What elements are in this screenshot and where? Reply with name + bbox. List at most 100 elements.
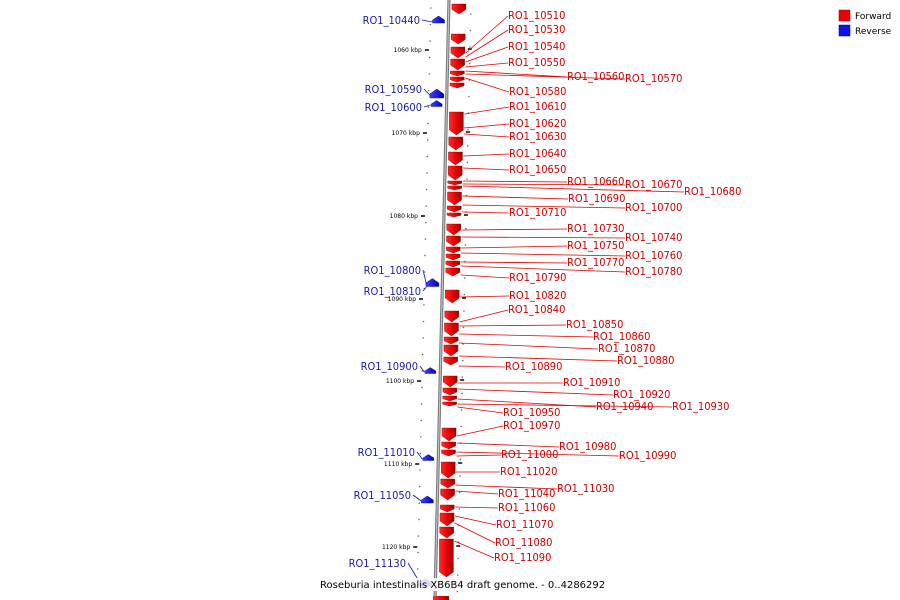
forward-gene-label[interactable]: RO1_10950: [503, 406, 560, 419]
forward-gene-label[interactable]: RO1_10820: [509, 289, 566, 302]
forward-gene-label[interactable]: RO1_10690: [568, 192, 625, 205]
forward-gene-label[interactable]: RO1_11070: [496, 518, 553, 531]
forward-gene-feature[interactable]: [443, 375, 458, 388]
forward-gene-label[interactable]: RO1_10850: [566, 318, 623, 331]
forward-gene-feature[interactable]: [442, 387, 458, 396]
forward-gene-label[interactable]: RO1_10880: [617, 354, 674, 367]
forward-gene-feature[interactable]: [450, 76, 465, 83]
forward-gene-feature[interactable]: [443, 356, 458, 366]
forward-gene-feature[interactable]: [449, 82, 465, 89]
forward-gene-feature[interactable]: [447, 165, 463, 181]
reverse-gene-label[interactable]: RO1_10800: [364, 264, 421, 277]
reverse-gene-label[interactable]: RO1_11050: [354, 489, 411, 502]
forward-gene-label[interactable]: RO1_10700: [625, 201, 682, 214]
forward-gene-feature[interactable]: [451, 3, 467, 15]
forward-gene-label[interactable]: RO1_10910: [563, 376, 620, 389]
forward-gene-label[interactable]: RO1_11030: [557, 482, 614, 495]
forward-gene-feature[interactable]: [446, 235, 461, 247]
forward-gene-feature[interactable]: [450, 46, 466, 59]
forward-gene-label[interactable]: RO1_10780: [625, 265, 682, 278]
forward-gene-label[interactable]: RO1_10860: [593, 330, 650, 343]
forward-gene-feature[interactable]: [440, 478, 456, 489]
forward-gene-feature[interactable]: [449, 111, 464, 136]
forward-gene-feature[interactable]: [445, 267, 460, 277]
forward-gene-label[interactable]: RO1_10790: [509, 271, 566, 284]
forward-gene-label[interactable]: RO1_10990: [619, 449, 676, 462]
forward-gene-feature[interactable]: [450, 58, 465, 71]
forward-gene-label[interactable]: RO1_10640: [509, 147, 566, 160]
forward-gene-feature[interactable]: [445, 253, 461, 261]
forward-gene-feature[interactable]: [446, 205, 462, 213]
forward-gene-label[interactable]: RO1_10740: [625, 231, 682, 244]
forward-gene-feature[interactable]: [448, 151, 463, 166]
forward-gene-label[interactable]: RO1_10680: [684, 185, 741, 198]
forward-gene-feature[interactable]: [441, 461, 456, 479]
forward-gene-label[interactable]: RO1_11090: [494, 551, 551, 564]
forward-gene-label[interactable]: RO1_10540: [508, 40, 565, 53]
forward-gene-label[interactable]: RO1_10980: [559, 440, 616, 453]
forward-gene-feature[interactable]: [439, 538, 454, 578]
forward-gene-feature[interactable]: [446, 223, 461, 236]
forward-gene-feature[interactable]: [448, 136, 464, 151]
forward-gene-feature[interactable]: [443, 344, 459, 357]
reverse-gene-feature[interactable]: [424, 367, 437, 374]
reverse-gene-label[interactable]: RO1_11130: [349, 557, 406, 570]
forward-gene-feature[interactable]: [442, 395, 457, 402]
forward-gene-feature[interactable]: [446, 246, 461, 254]
forward-gene-feature[interactable]: [442, 401, 457, 407]
forward-gene-label[interactable]: RO1_10660: [567, 175, 624, 188]
forward-gene-feature[interactable]: [441, 441, 456, 450]
forward-gene-label[interactable]: RO1_10620: [509, 117, 566, 130]
reverse-gene-label[interactable]: RO1_10900: [361, 360, 418, 373]
reverse-gene-feature[interactable]: [432, 15, 445, 24]
forward-gene-label[interactable]: RO1_10870: [598, 342, 655, 355]
forward-gene-label[interactable]: RO1_10930: [672, 400, 729, 413]
forward-gene-feature[interactable]: [446, 212, 462, 218]
forward-gene-label[interactable]: RO1_10920: [613, 388, 670, 401]
reverse-gene-label[interactable]: RO1_10600: [365, 101, 422, 114]
forward-gene-feature[interactable]: [445, 289, 460, 304]
forward-gene-label[interactable]: RO1_10580: [509, 85, 566, 98]
forward-gene-label[interactable]: RO1_10530: [508, 23, 565, 36]
reverse-gene-feature[interactable]: [422, 454, 435, 461]
forward-gene-label[interactable]: RO1_10760: [625, 249, 682, 262]
forward-gene-label[interactable]: RO1_11060: [498, 501, 555, 514]
forward-gene-label[interactable]: RO1_10750: [567, 239, 624, 252]
forward-gene-feature[interactable]: [441, 427, 457, 442]
forward-gene-label[interactable]: RO1_10970: [503, 419, 560, 432]
forward-gene-feature[interactable]: [439, 512, 455, 527]
forward-gene-feature[interactable]: [447, 180, 462, 186]
forward-gene-feature[interactable]: [450, 70, 465, 77]
forward-gene-feature[interactable]: [440, 504, 455, 513]
reverse-gene-feature[interactable]: [429, 88, 445, 99]
forward-gene-label[interactable]: RO1_10670: [625, 178, 682, 191]
forward-gene-label[interactable]: RO1_10610: [509, 100, 566, 113]
forward-gene-label[interactable]: RO1_10510: [508, 9, 565, 22]
forward-gene-feature[interactable]: [444, 310, 459, 323]
forward-gene-label[interactable]: RO1_11040: [498, 487, 555, 500]
forward-gene-feature[interactable]: [447, 191, 462, 206]
forward-gene-label[interactable]: RO1_10570: [625, 72, 682, 85]
forward-gene-label[interactable]: RO1_10770: [567, 256, 624, 269]
forward-gene-label[interactable]: RO1_10890: [505, 360, 562, 373]
forward-gene-label[interactable]: RO1_11020: [500, 465, 557, 478]
reverse-gene-label[interactable]: RO1_10810: [364, 285, 421, 298]
forward-gene-feature[interactable]: [451, 33, 466, 45]
forward-gene-label[interactable]: RO1_10560: [567, 70, 624, 83]
reverse-gene-feature[interactable]: [421, 495, 434, 504]
forward-gene-feature[interactable]: [439, 526, 454, 539]
reverse-gene-label[interactable]: RO1_10440: [363, 14, 420, 27]
forward-gene-feature[interactable]: [433, 596, 449, 600]
forward-gene-label[interactable]: RO1_11080: [495, 536, 552, 549]
forward-gene-label[interactable]: RO1_10840: [508, 303, 565, 316]
forward-gene-label[interactable]: RO1_10550: [508, 56, 565, 69]
reverse-gene-feature[interactable]: [430, 100, 443, 107]
forward-gene-label[interactable]: RO1_10710: [509, 206, 566, 219]
forward-gene-feature[interactable]: [443, 336, 459, 345]
reverse-gene-label[interactable]: RO1_10590: [365, 83, 422, 96]
forward-gene-label[interactable]: RO1_10630: [509, 130, 566, 143]
forward-gene-label[interactable]: RO1_10730: [567, 222, 624, 235]
forward-gene-feature[interactable]: [440, 488, 455, 501]
forward-gene-label[interactable]: RO1_10940: [596, 400, 653, 413]
reverse-gene-label[interactable]: RO1_11010: [358, 446, 415, 459]
